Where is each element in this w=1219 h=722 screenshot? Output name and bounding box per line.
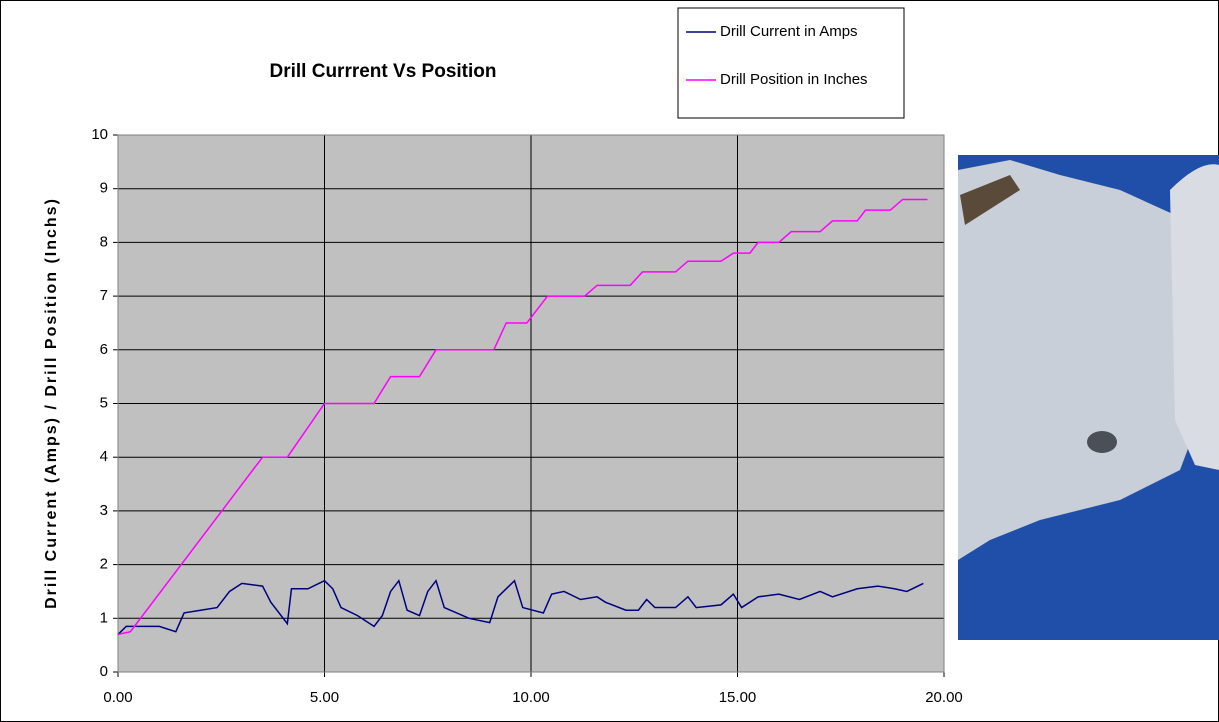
y-axis-label: Drill Current (Amps) / Drill Position (I… xyxy=(43,197,60,609)
y-tick-label: 8 xyxy=(100,233,108,250)
y-tick-label: 1 xyxy=(100,609,108,626)
x-tick-label: 20.00 xyxy=(925,689,963,706)
x-tick-label: 10.00 xyxy=(512,689,550,706)
y-tick-label: 3 xyxy=(100,502,108,519)
photo-rock xyxy=(1170,164,1219,470)
x-tick-label: 0.00 xyxy=(103,689,132,706)
chart-title: Drill Currrent Vs Position xyxy=(270,61,497,82)
legend-label: Drill Current in Amps xyxy=(720,23,858,40)
legend-label: Drill Position in Inches xyxy=(720,71,868,88)
y-tick-label: 6 xyxy=(100,341,108,358)
y-tick-label: 2 xyxy=(100,556,108,573)
plot: 0 1 2 3 4 5 6 7 8 9 10 0.00 5.00 10.00 15.00 20.00 xyxy=(91,126,962,706)
y-tick-label: 4 xyxy=(100,448,108,465)
photo xyxy=(958,155,1219,640)
y-tick-label: 0 xyxy=(100,663,108,680)
page: {"chart_data": {"type": "line", "title":… xyxy=(0,0,1219,722)
y-tick-label: 10 xyxy=(91,126,108,143)
x-tick-label: 15.00 xyxy=(719,689,757,706)
chart: Drill Currrent Vs Position Drill Current… xyxy=(0,0,1219,722)
x-tick-label: 5.00 xyxy=(310,689,339,706)
y-tick-label: 5 xyxy=(100,394,108,411)
y-tick-label: 9 xyxy=(100,180,108,197)
photo-hole xyxy=(1087,431,1117,453)
y-tick-label: 7 xyxy=(100,287,108,304)
